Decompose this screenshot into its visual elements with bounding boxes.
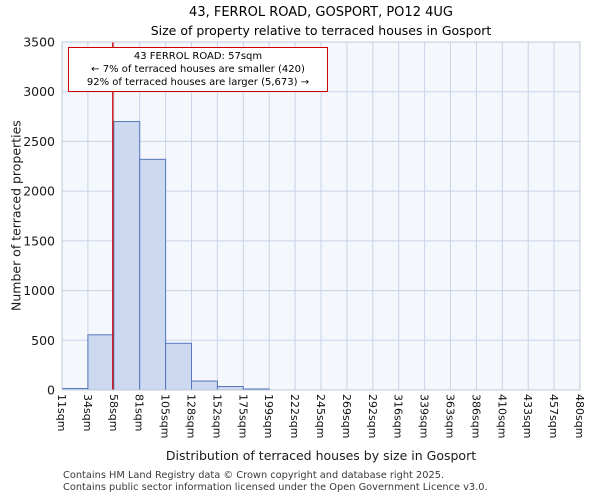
footer-line-1: Contains HM Land Registry data © Crown c… bbox=[63, 470, 445, 481]
histogram-bar bbox=[113, 121, 141, 391]
x-tick-label: 316sqm bbox=[391, 394, 405, 439]
chart-title: 43, FERROL ROAD, GOSPORT, PO12 4UG bbox=[189, 5, 453, 20]
x-tick-label: 292sqm bbox=[365, 394, 379, 439]
x-tick-label: 152sqm bbox=[210, 394, 224, 439]
histogram-bar bbox=[139, 158, 167, 391]
y-tick-label: 1500 bbox=[23, 233, 55, 248]
x-tick-label: 386sqm bbox=[469, 394, 483, 439]
x-tick-label: 363sqm bbox=[443, 394, 457, 439]
y-tick-label: 2000 bbox=[23, 184, 55, 199]
x-tick-label: 81sqm bbox=[132, 394, 146, 432]
x-axis-label: Distribution of terraced houses by size … bbox=[165, 448, 477, 463]
x-tick-label: 433sqm bbox=[521, 394, 535, 439]
histogram-bar bbox=[191, 380, 218, 391]
x-tick-label: 128sqm bbox=[184, 394, 198, 439]
histogram-bar bbox=[216, 386, 244, 391]
x-tick-label: 457sqm bbox=[547, 394, 561, 439]
annotation-box: 43 FERROL ROAD: 57sqm ← 7% of terraced h… bbox=[68, 47, 328, 92]
histogram-bar bbox=[87, 334, 115, 391]
x-tick-label: 480sqm bbox=[573, 394, 586, 439]
annotation-larger-line: 92% of terraced houses are larger (5,673… bbox=[86, 77, 310, 88]
annotation-smaller-line: ← 7% of terraced houses are smaller (420… bbox=[91, 64, 305, 75]
x-tick-label: 34sqm bbox=[80, 394, 94, 432]
y-axis-label: Number of terraced properties bbox=[8, 120, 24, 312]
x-tick-label: 222sqm bbox=[288, 394, 302, 439]
y-tick-label: 1000 bbox=[23, 283, 55, 298]
footer-line-2: Contains public sector information licen… bbox=[63, 481, 488, 493]
x-tick-label: 199sqm bbox=[262, 394, 276, 439]
y-tick-label: 2500 bbox=[23, 134, 55, 149]
y-tick-label: 0 bbox=[47, 383, 55, 398]
chart-subtitle: Size of property relative to terraced ho… bbox=[150, 23, 492, 38]
annotation-property-line: 43 FERROL ROAD: 57sqm bbox=[133, 51, 263, 62]
y-tick-label: 3000 bbox=[23, 84, 55, 99]
x-tick-label: 245sqm bbox=[314, 394, 327, 439]
x-tick-label: 11sqm bbox=[55, 394, 68, 432]
x-tick-label: 105sqm bbox=[158, 394, 172, 439]
x-tick-label: 339sqm bbox=[417, 394, 431, 439]
y-tick-label: 500 bbox=[31, 333, 55, 348]
x-tick-label: 410sqm bbox=[495, 394, 509, 439]
x-tick-label: 58sqm bbox=[106, 394, 120, 432]
x-tick-label: 175sqm bbox=[236, 394, 250, 439]
x-tick-label: 269sqm bbox=[339, 394, 353, 439]
plot-frame bbox=[61, 41, 581, 391]
y-tick-label: 3500 bbox=[23, 35, 55, 50]
histogram-bar bbox=[165, 342, 193, 391]
footer: Contains HM Land Registry data © Crown c… bbox=[63, 470, 488, 493]
